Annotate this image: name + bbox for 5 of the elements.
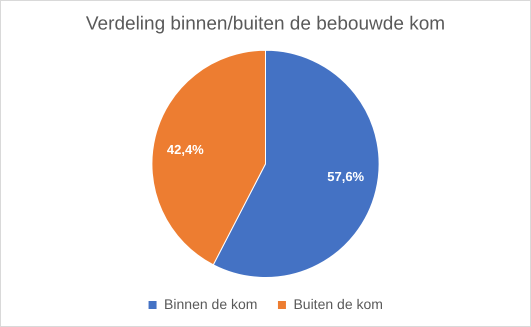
chart-title: Verdeling binnen/buiten de bebouwde kom — [86, 14, 446, 35]
legend-label: Buiten de kom — [293, 296, 383, 312]
data-label: 42,4% — [166, 142, 204, 158]
legend-label: Binnen de kom — [164, 296, 258, 312]
data-label: 57,6% — [327, 168, 365, 184]
